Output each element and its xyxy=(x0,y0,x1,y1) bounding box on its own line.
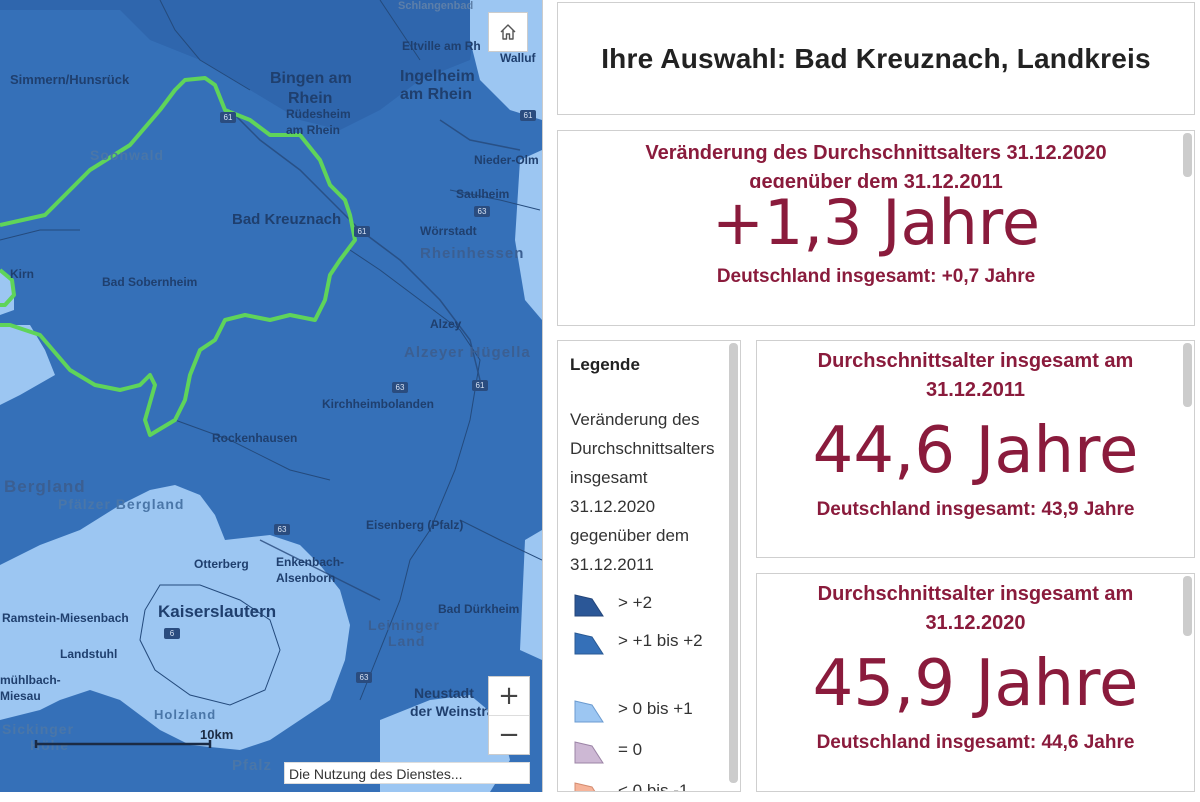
legend-panel: Legende Veränderung des Durchschnittsalt… xyxy=(557,340,741,792)
map-label-ruedesheim: Rüdesheim xyxy=(286,107,351,121)
age-2011-value: 44,6 Jahre xyxy=(812,414,1139,488)
legend-label: > +2 xyxy=(618,593,653,612)
map-label-enkenbach-2: Alsenborn xyxy=(276,571,336,585)
road-badge: 63 xyxy=(356,672,372,683)
map-label-eltville: Eltville am Rh xyxy=(402,39,481,53)
map-label-leininger-land: Leininger xyxy=(368,617,441,633)
legend-item-gt1: > +1 bis +2 xyxy=(574,627,734,655)
map-label-ingelheim: Ingelheim xyxy=(400,68,475,85)
choropleth-map xyxy=(0,0,542,792)
map-label-niederolm: Nieder-Olm xyxy=(474,153,539,167)
map-label-saulheim: Saulheim xyxy=(456,187,510,201)
age-2011-footer: Deutschland insgesamt: 43,9 Jahre xyxy=(816,499,1135,520)
age-2011-heading-2: 31.12.2011 xyxy=(926,379,1025,401)
age-change-card: Veränderung des Durchschnittsalters 31.1… xyxy=(557,130,1195,326)
map-label-pfalz: Pfalz xyxy=(232,757,273,774)
age-2020-card: Durchschnittsalter insgesamt am 31.12.20… xyxy=(756,573,1195,792)
map-label-sickinger-hoehe: Sickinger xyxy=(2,721,75,737)
legend-item-gt0: > 0 bis +1 xyxy=(574,695,734,723)
map-label-kirchheimbolanden: Kirchheimbolanden xyxy=(322,397,435,411)
road-badge: 61 xyxy=(520,110,536,121)
legend-swatch xyxy=(574,594,604,617)
map-label-woerrstadt: Wörrstadt xyxy=(420,224,477,238)
map-label-schlangenbad: Schlangenbad xyxy=(398,0,474,12)
age-change-value: +1,3 Jahre xyxy=(711,186,1041,259)
map-label-walluf: Walluf xyxy=(500,51,536,65)
legend-swatch xyxy=(574,741,604,764)
map-label-enkenbach: Enkenbach- xyxy=(276,555,345,569)
age-change-heading: Veränderung des Durchschnittsalters 31.1… xyxy=(645,142,1107,164)
map-label-soonwald: Soonwald xyxy=(90,147,165,163)
road-badge: 63 xyxy=(392,382,408,393)
legend-label: = 0 xyxy=(618,740,643,759)
map-label-ramstein: Ramstein-Miesenbach xyxy=(2,611,129,625)
home-button[interactable] xyxy=(488,12,528,52)
legend-item-eq0: = 0 xyxy=(574,736,734,764)
age-change-footer: Deutschland insgesamt: +0,7 Jahre xyxy=(716,266,1036,287)
map-label-simmern: Simmern/Hunsrück xyxy=(10,72,130,87)
road-badge: 61 xyxy=(472,380,488,391)
map-label-ruedesheim-2: am Rhein xyxy=(286,123,341,137)
page-title: Ihre Auswahl: Bad Kreuznach, Landkreis xyxy=(601,42,1151,74)
map-label-bad-kreuznach: Bad Kreuznach xyxy=(232,211,342,228)
road-badge: 63 xyxy=(274,524,290,535)
map-label-ingelheim-2: am Rhein xyxy=(400,86,473,103)
map-label-muehlbach: mühlbach- xyxy=(0,673,61,687)
legend-description: Veränderung des Durchschnittsalters insg… xyxy=(570,410,715,574)
scale-bar xyxy=(34,740,212,748)
legend-scrollbar[interactable] xyxy=(729,343,738,783)
road-badge: 61 xyxy=(220,112,236,123)
card-scrollbar[interactable] xyxy=(1183,133,1192,177)
map-label-kirn: Kirn xyxy=(10,267,34,281)
map-label-holzland: Holzland xyxy=(154,707,217,722)
map-label-bingen: Bingen am xyxy=(270,70,352,87)
legend-swatch xyxy=(574,632,604,655)
map-label-bergland: Bergland xyxy=(4,477,86,496)
attribution-link[interactable]: Die Nutzung des Dienstes... xyxy=(284,762,530,784)
map-label-neustadt: Neustadt xyxy=(414,685,474,701)
map-label-alzeyer-huegelland: Alzeyer Hügella xyxy=(404,344,531,361)
map-label-bad-duerkheim: Bad Dürkheim xyxy=(438,602,520,616)
legend-item-lt0: < 0 bis -1 xyxy=(574,777,734,792)
legend-label: > 0 bis +1 xyxy=(618,699,693,718)
legend-title: Legende xyxy=(570,355,640,374)
map-label-leininger-land-2: Land xyxy=(388,633,426,649)
map-label-bingen-2: Rhein xyxy=(288,90,333,107)
zoom-out-button[interactable]: − xyxy=(498,720,520,750)
road-badge: 6 xyxy=(164,628,180,639)
map-label-rockenhausen: Rockenhausen xyxy=(212,431,298,445)
legend-item-gt2: > +2 xyxy=(574,589,734,617)
card-scrollbar[interactable] xyxy=(1183,343,1192,407)
map-label-rheinhessen: Rheinhessen xyxy=(420,245,525,262)
map-label-landstuhl: Landstuhl xyxy=(60,647,118,661)
road-badge: 61 xyxy=(354,226,370,237)
age-2020-footer: Deutschland insgesamt: 44,6 Jahre xyxy=(816,732,1135,753)
scale-label: 10km xyxy=(200,727,234,742)
map-label-neustadt-2: der Weinstra xyxy=(410,703,495,719)
legend-label: > +1 bis +2 xyxy=(618,631,703,650)
map-view[interactable]: Simmern/Hunsrück Bingen am Rhein Eltvill… xyxy=(0,0,543,792)
map-label-otterberg: Otterberg xyxy=(194,557,249,571)
map-label-eisenberg: Eisenberg (Pfalz) xyxy=(366,518,464,532)
map-label-pfaelzer-bergland: Pfälzer Bergland xyxy=(58,496,185,512)
age-2020-heading-2: 31.12.2020 xyxy=(925,612,1026,634)
map-label-kaiserslautern: Kaiserslautern xyxy=(158,602,277,621)
age-2020-heading: Durchschnittsalter insgesamt am xyxy=(817,583,1134,605)
age-2020-value: 45,9 Jahre xyxy=(812,647,1139,721)
age-2011-heading: Durchschnittsalter insgesamt am xyxy=(817,350,1134,372)
map-label-alzey: Alzey xyxy=(430,317,462,331)
age-change-heading-2: gegenüber dem 31.12.2011 xyxy=(749,171,1003,188)
zoom-in-button[interactable]: + xyxy=(489,677,529,716)
age-2011-card: Durchschnittsalter insgesamt am 31.12.20… xyxy=(756,340,1195,558)
road-badge: 63 xyxy=(474,206,490,217)
zoom-control: + − xyxy=(488,676,530,755)
map-label-bad-sobernheim: Bad Sobernheim xyxy=(102,275,198,289)
map-label-muehlbach-2: Miesau xyxy=(0,689,41,703)
legend-label: < 0 bis -1 xyxy=(618,781,689,792)
card-scrollbar[interactable] xyxy=(1183,576,1192,636)
selection-title-card: Ihre Auswahl: Bad Kreuznach, Landkreis xyxy=(557,2,1195,115)
home-icon xyxy=(500,24,516,40)
legend-swatch xyxy=(574,782,596,791)
legend-swatch xyxy=(574,700,604,723)
